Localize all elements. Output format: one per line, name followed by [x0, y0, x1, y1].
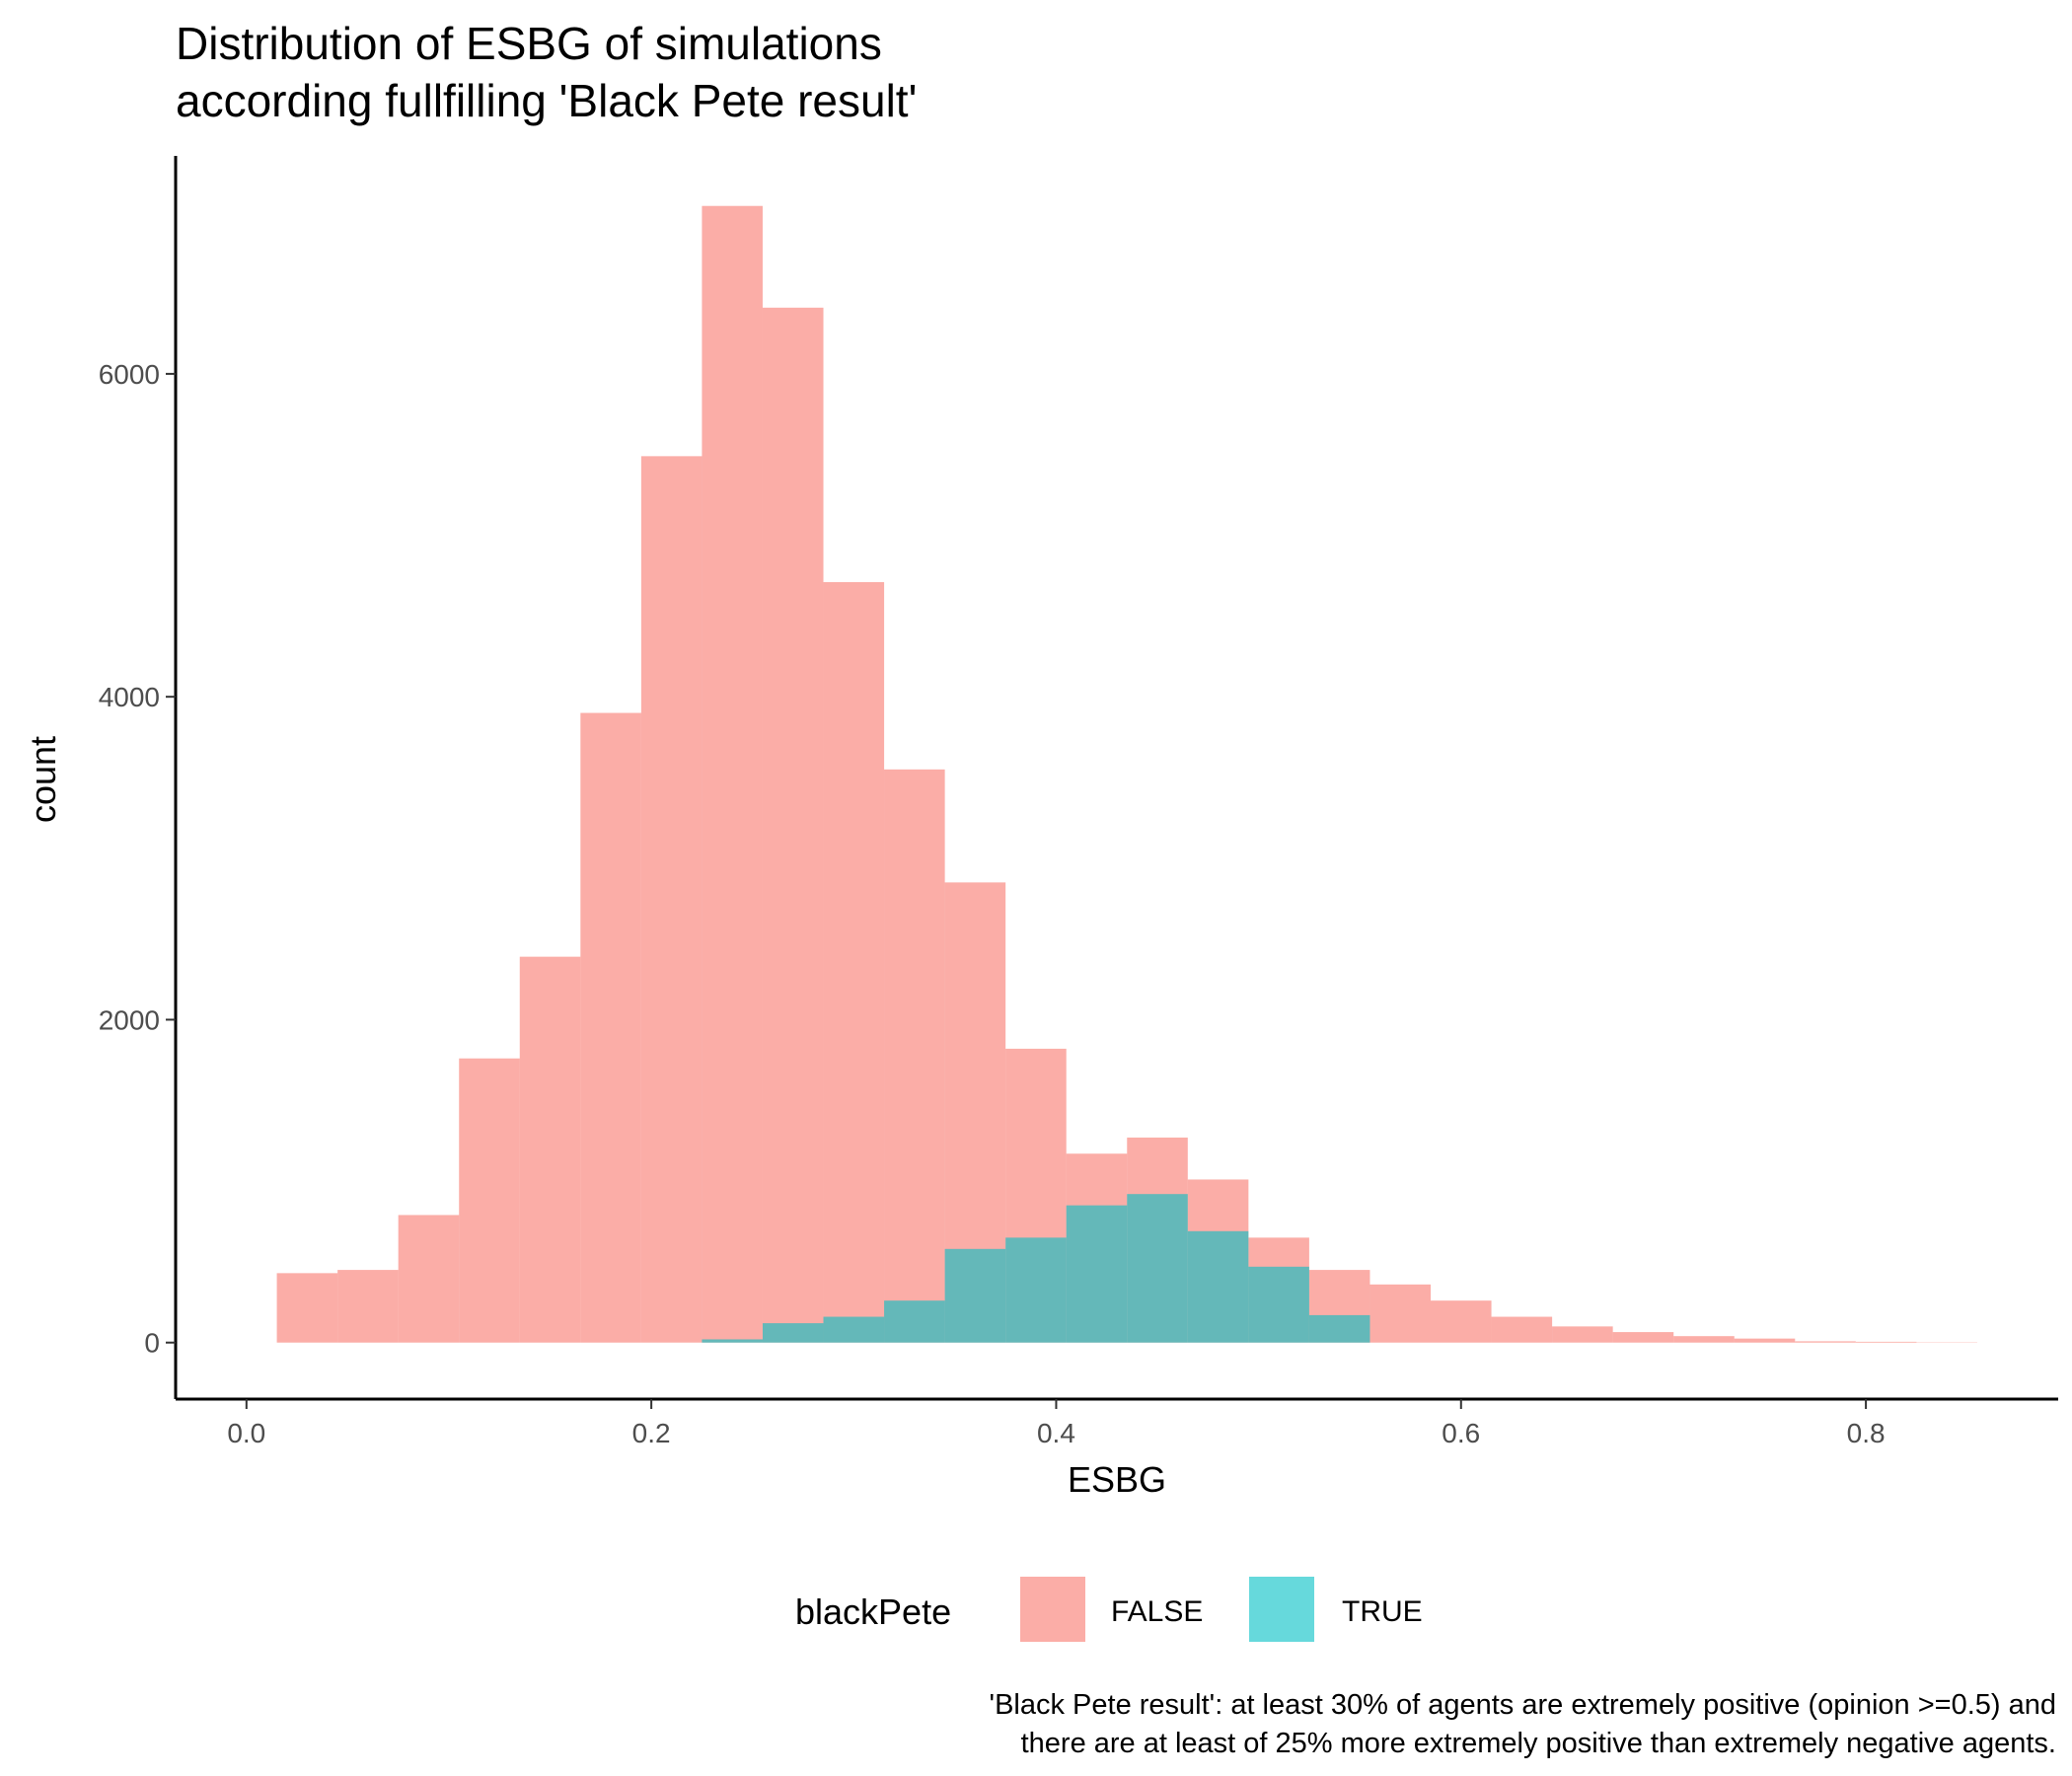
axes	[174, 156, 2058, 1401]
bar-false-10	[884, 769, 945, 1343]
bar-false-23	[1673, 1336, 1735, 1343]
bar-false-8	[762, 307, 824, 1343]
bar-false-22	[1612, 1332, 1674, 1343]
legend-swatch-true	[1249, 1577, 1314, 1642]
bar-false-26	[1855, 1341, 1917, 1343]
bar-true-11	[944, 1248, 1006, 1343]
bar-false-25	[1795, 1341, 1856, 1343]
y-tick-label: 6000	[99, 359, 160, 390]
bar-false-24	[1734, 1338, 1796, 1343]
x-axis-title: ESBG	[1068, 1459, 1166, 1500]
x-tick-label: 0.0	[227, 1418, 265, 1448]
bar-false-7	[702, 205, 763, 1343]
series-true	[702, 1194, 1370, 1343]
bar-false-20	[1491, 1316, 1553, 1343]
y-tick-label: 4000	[99, 682, 160, 712]
legend: blackPete FALSE TRUE	[795, 1577, 1423, 1642]
x-tick-label: 0.8	[1847, 1418, 1886, 1448]
bar-false-2	[398, 1215, 460, 1343]
bar-false-1	[337, 1270, 399, 1343]
bar-true-10	[884, 1300, 945, 1343]
caption-line-1: 'Black Pete result': at least 30% of age…	[990, 1689, 2056, 1721]
chart-title-line-1: Distribution of ESBG of simulations	[176, 18, 882, 69]
bar-false-21	[1552, 1326, 1613, 1343]
legend-title: blackPete	[795, 1591, 951, 1632]
x-tick-label: 0.4	[1037, 1418, 1075, 1448]
x-axis-ticks: 0.0 0.2 0.4 0.6 0.8	[227, 1399, 1886, 1448]
x-tick-label: 0.2	[632, 1418, 671, 1448]
chart-title-line-2: according fullfilling 'Black Pete result…	[176, 75, 917, 126]
y-axis-title: count	[23, 736, 63, 823]
bar-true-12	[1005, 1237, 1067, 1343]
bar-false-5	[580, 712, 641, 1343]
bar-true-14	[1127, 1194, 1188, 1343]
bar-true-16	[1248, 1266, 1309, 1343]
bar-false-0	[276, 1273, 338, 1343]
bar-true-9	[823, 1316, 885, 1343]
bar-false-18	[1369, 1284, 1431, 1343]
bar-false-9	[823, 582, 885, 1343]
bar-true-13	[1066, 1205, 1128, 1343]
caption: 'Black Pete result': at least 30% of age…	[990, 1689, 2056, 1759]
bar-true-7	[702, 1339, 763, 1343]
plot-area	[276, 205, 1977, 1343]
bar-false-6	[640, 456, 703, 1343]
bar-true-8	[762, 1323, 824, 1343]
x-tick-label: 0.6	[1442, 1418, 1480, 1448]
legend-label-true: TRUE	[1342, 1595, 1423, 1628]
caption-line-2: there are at least of 25% more extremely…	[1021, 1728, 2056, 1759]
bar-true-15	[1187, 1230, 1249, 1343]
y-axis-ticks: 0 2000 4000 6000	[99, 359, 176, 1359]
legend-swatch-false	[1020, 1577, 1085, 1642]
bar-false-19	[1431, 1300, 1492, 1343]
bar-true-17	[1308, 1314, 1370, 1343]
series-false	[276, 205, 1977, 1343]
chart-title: Distribution of ESBG of simulations acco…	[176, 18, 917, 126]
legend-label-false: FALSE	[1111, 1595, 1203, 1628]
y-tick-label: 0	[144, 1328, 160, 1359]
y-tick-label: 2000	[99, 1004, 160, 1035]
bar-false-4	[519, 956, 581, 1343]
bar-false-3	[459, 1058, 520, 1343]
